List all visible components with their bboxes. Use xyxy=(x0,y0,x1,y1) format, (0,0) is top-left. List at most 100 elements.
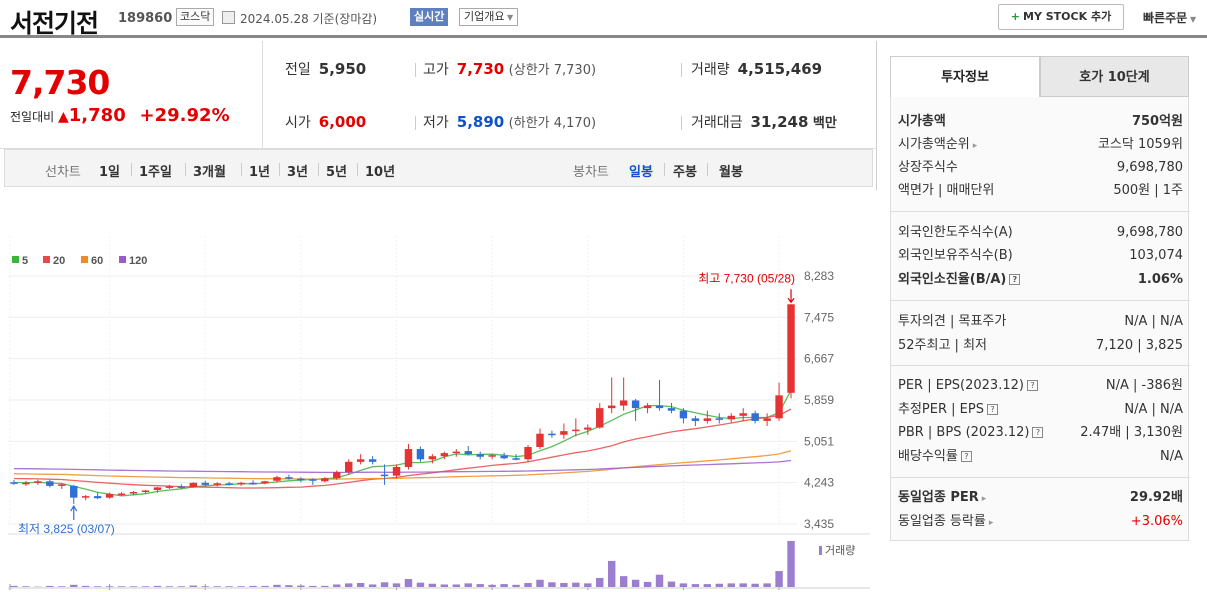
stock-header: 서전기전 189860 코스닥 2024.05.28 기준(장마감) 실시간 기… xyxy=(0,0,1207,38)
candle-body xyxy=(607,405,616,409)
candle-body xyxy=(536,433,544,448)
info-sector-per[interactable]: 동일업종 PER ▸ 29.92배 xyxy=(898,490,1183,505)
volume-bar xyxy=(476,584,484,587)
volume-bar xyxy=(619,576,628,587)
candle-body xyxy=(261,481,269,484)
ma-20-line xyxy=(13,408,792,489)
candle-body xyxy=(237,482,245,485)
volume-bar xyxy=(93,586,102,587)
tab-10y[interactable]: 10년 xyxy=(365,165,396,180)
volume-bar xyxy=(560,583,568,587)
volume-bar xyxy=(703,584,712,587)
info-foreign-holding: 외국인보유주식수(B) 103,074 xyxy=(898,248,1183,263)
add-mystock-button[interactable]: + MY STOCK 추가 xyxy=(998,4,1124,30)
tab-monthly[interactable]: 월봉 xyxy=(719,165,743,180)
info-foreign-ratio: 외국인소진율(B/A)? 1.06% xyxy=(898,272,1183,287)
help-icon: ? xyxy=(986,404,998,415)
help-icon: ? xyxy=(1026,380,1038,391)
base-date: 2024.05.28 기준(장마감) xyxy=(240,12,378,26)
ma-120-line xyxy=(13,459,792,474)
candle-body xyxy=(596,408,604,428)
tab-1d[interactable]: 1일 xyxy=(99,165,121,180)
candle-body xyxy=(297,478,305,481)
candle-body xyxy=(309,479,317,481)
tab-5y[interactable]: 5년 xyxy=(326,165,348,180)
tab-1y[interactable]: 1년 xyxy=(249,165,271,180)
chevron-down-icon: ▼ xyxy=(1187,15,1197,24)
candle-body xyxy=(285,477,293,479)
candle-body xyxy=(775,395,783,419)
candle-body xyxy=(70,485,78,498)
tab-3m[interactable]: 3개월 xyxy=(193,165,226,180)
volume-bar xyxy=(153,585,162,587)
volume-bar xyxy=(129,586,138,587)
candle-body xyxy=(34,481,42,483)
stock-code: 189860 xyxy=(118,11,173,26)
tab-3y[interactable]: 3년 xyxy=(287,165,309,180)
info-52w: 52주최고 | 최저 7,120 | 3,825 xyxy=(898,338,1183,353)
tab-1w[interactable]: 1주일 xyxy=(139,165,172,180)
volume-bar xyxy=(297,585,305,587)
candle-body xyxy=(10,482,18,484)
volume-bar xyxy=(225,586,233,587)
candle-body xyxy=(213,483,221,485)
info-sector-change[interactable]: 동일업종 등락률 ▸ +3.06% xyxy=(898,514,1183,529)
legend-swatch xyxy=(43,256,50,263)
market-badge: 코스닥 xyxy=(176,8,215,26)
candlestick-chart[interactable]: 8,2837,4756,6675,8595,0514,2433,43502/28… xyxy=(0,190,877,592)
volume-bar xyxy=(787,541,795,587)
volume-bar xyxy=(321,585,329,587)
volume-bar xyxy=(739,583,747,587)
company-name: 서전기전 xyxy=(10,9,99,38)
quick-order-button[interactable]: 빠른주문 ▼ xyxy=(1143,9,1196,26)
candle-body xyxy=(93,496,102,499)
tab-orderbook-10[interactable]: 호가 10단계 xyxy=(1040,56,1189,97)
volume-bar xyxy=(105,586,114,587)
volume-bar xyxy=(667,581,676,587)
candle-body xyxy=(500,455,508,459)
volume-bar xyxy=(679,583,688,587)
candle-body xyxy=(715,418,724,420)
info-pbr-bps: PBR | BPS (2023.12)? 2.47배 | 3,130원 xyxy=(898,425,1183,440)
volume-bar xyxy=(333,584,341,587)
candle-body xyxy=(643,405,652,409)
legend-swatch xyxy=(119,256,126,263)
volume-bar xyxy=(512,584,520,587)
candle-body xyxy=(727,415,735,420)
y-tick-label: 3,435 xyxy=(804,517,834,531)
help-icon: ? xyxy=(1009,274,1021,285)
plus-icon: + xyxy=(1010,10,1021,23)
info-listed-shares: 상장주식수 9,698,780 xyxy=(898,160,1183,175)
caret-right-icon: ▸ xyxy=(988,518,994,528)
stat-open: 시가 6,000 xyxy=(285,113,367,131)
price-change: 전일대비 ▲1,780 +29.92% xyxy=(10,105,230,126)
line-chart-label: 선차트 xyxy=(45,165,81,180)
volume-bar xyxy=(763,583,771,587)
ma-60-line xyxy=(13,450,792,480)
candle-body xyxy=(321,478,329,482)
candle-body xyxy=(416,449,425,460)
candle-body xyxy=(225,483,233,485)
legend-swatch xyxy=(12,256,19,263)
volume-bar xyxy=(404,579,413,587)
diff-percent: +29.92% xyxy=(139,105,230,126)
legend-label: 20 xyxy=(53,255,65,267)
candle-body xyxy=(58,484,66,486)
chevron-down-icon: ▼ xyxy=(504,13,514,22)
stat-low: 저가 5,890 (하한가 4,170) xyxy=(423,113,597,131)
y-tick-label: 6,667 xyxy=(804,352,834,366)
volume-bar xyxy=(440,584,449,587)
info-cap-rank[interactable]: 시가총액순위 ▸ 코스닥 1059위 xyxy=(898,137,1183,152)
volume-bar xyxy=(285,585,293,587)
volume-bar xyxy=(631,579,640,587)
volume-bar xyxy=(775,571,783,587)
volume-bar xyxy=(751,583,759,587)
volume-bar xyxy=(572,582,580,587)
tab-weekly[interactable]: 주봉 xyxy=(673,165,697,180)
tab-daily[interactable]: 일봉 xyxy=(629,165,653,180)
realtime-button[interactable]: 실시간 xyxy=(410,8,449,26)
max-annotation: 최고 7,730 (05/28) xyxy=(698,271,795,285)
corp-info-dropdown[interactable]: 기업개요 ▼ xyxy=(459,8,519,26)
volume-bar xyxy=(655,574,664,587)
tab-invest-info[interactable]: 투자정보 xyxy=(890,56,1040,97)
